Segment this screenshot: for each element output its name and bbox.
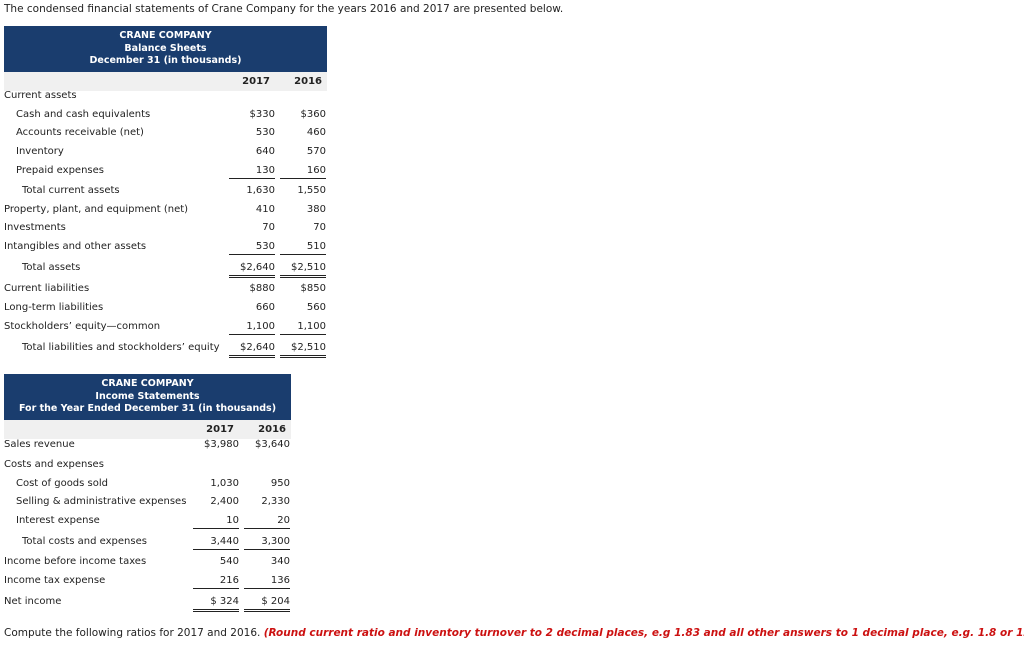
bs-company: CRANE COMPANY [119,30,212,41]
bs-label: Intangibles and other assets [4,241,147,252]
is-value-2016: 2,330 [261,496,290,507]
bs-value-2017: 530 [229,240,275,255]
is-label: Income tax expense [4,575,106,586]
is-value-2017: 540 [219,556,239,567]
bs-label: Current assets [4,90,77,101]
bs-value-2016: 560 [306,302,326,313]
is-year-2017: 2017 [206,423,234,435]
is-company: CRANE COMPANY [101,378,194,389]
is-value-2016: 20 [244,514,290,529]
is-label: Sales revenue [4,439,75,450]
is-label: Selling & administrative expenses [16,496,187,507]
bs-value-2017: 1,630 [246,185,275,196]
bs-value-2016: $360 [300,109,326,120]
bs-label: Cash and cash equivalents [16,109,151,120]
bs-value-2017: $880 [249,283,275,294]
bs-value-2017: 660 [255,302,275,313]
bs-value-2016: 570 [306,146,326,157]
bs-label: Current liabilities [4,283,90,294]
bs-value-2016: 510 [280,240,326,255]
bs-value-2016: 1,100 [280,320,326,335]
is-label: Interest expense [16,515,100,526]
instruction-rounding-note: (Round current ratio and inventory turno… [263,627,1024,639]
income-statement-header: CRANE COMPANY Income Statements For the … [4,374,291,420]
balance-sheet-header: CRANE COMPANY Balance Sheets December 31… [4,26,327,72]
bs-label: Long-term liabilities [4,302,104,313]
bs-label: Property, plant, and equipment (net) [4,204,189,215]
is-label: Total costs and expenses [22,536,147,547]
bs-value-2016: 380 [306,204,326,215]
is-subtitle: For the Year Ended December 31 (in thous… [18,403,277,414]
is-value-2017: 10 [193,514,239,529]
is-label: Income before income taxes [4,556,147,567]
bs-label: Prepaid expenses [16,165,104,176]
bs-value-2016: 1,550 [297,185,326,196]
is-year-2016: 2016 [258,423,286,435]
is-label: Cost of goods sold [16,478,109,489]
bs-year-2016: 2016 [294,75,322,87]
bs-value-2017: $330 [249,109,275,120]
bs-label: Total liabilities and stockholders’ equi… [22,342,220,353]
intro-text: The condensed financial statements of Cr… [4,3,564,15]
bs-year-2017: 2017 [242,75,270,87]
bs-value-2016: 70 [313,222,326,233]
is-value-2016: $ 204 [244,595,290,612]
bs-value-2016: $2,510 [280,341,326,358]
bs-value-2016: $2,510 [280,261,326,278]
bs-year-header: 2017 2016 [4,71,327,91]
is-title: Income Statements [95,390,200,402]
bs-value-2017: 1,100 [229,320,275,335]
bs-value-2017: 640 [255,146,275,157]
is-label: Costs and expenses [4,459,104,470]
bs-value-2017: 70 [262,222,275,233]
bs-label: Total current assets [22,185,120,196]
is-value-2016: $3,640 [255,439,290,450]
bs-value-2016: 460 [306,127,326,138]
is-value-2016: 136 [244,574,290,589]
is-value-2017: 1,030 [210,478,239,489]
is-label: Net income [4,596,62,607]
is-year-header: 2017 2016 [4,419,291,439]
is-value-2016: 3,300 [244,535,290,550]
is-value-2017: 2,400 [210,496,239,507]
instruction-main: Compute the following ratios for 2017 an… [4,627,261,639]
bs-title: Balance Sheets [124,42,207,54]
bs-value-2017: $2,640 [229,341,275,358]
is-value-2016: 950 [270,478,290,489]
balance-sheet: CRANE COMPANY Balance Sheets December 31… [4,26,327,358]
is-value-2017: 3,440 [193,535,239,550]
bs-label: Investments [4,222,66,233]
is-value-2016: 340 [270,556,290,567]
bs-value-2017: $2,640 [229,261,275,278]
bs-value-2017: 130 [229,164,275,179]
bs-value-2016: $850 [300,283,326,294]
income-statement: CRANE COMPANY Income Statements For the … [4,374,291,612]
bs-value-2017: 410 [255,204,275,215]
bs-label: Inventory [16,146,64,157]
bs-value-2016: 160 [280,164,326,179]
bs-label: Stockholders’ equity—common [4,321,161,332]
bs-subtitle: December 31 (in thousands) [89,55,242,66]
instruction-text: Compute the following ratios for 2017 an… [4,627,1024,639]
bs-label: Total assets [22,262,81,273]
is-value-2017: 216 [193,574,239,589]
is-value-2017: $ 324 [193,595,239,612]
bs-label: Accounts receivable (net) [16,127,144,138]
is-value-2017: $3,980 [204,439,239,450]
bs-value-2017: 530 [255,127,275,138]
